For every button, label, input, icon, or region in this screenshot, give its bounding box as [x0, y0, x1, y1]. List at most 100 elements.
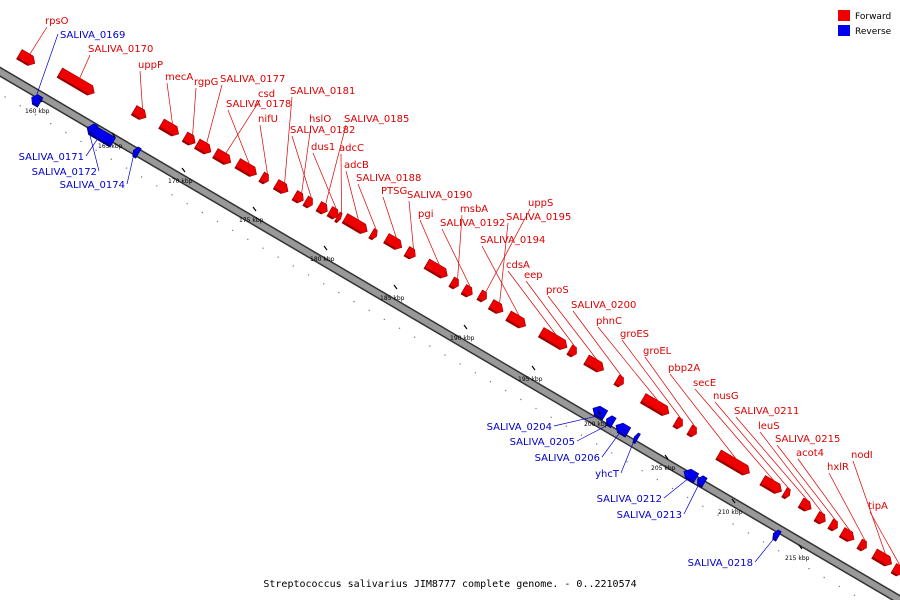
gene-saliva-0194-label: SALIVA_0194	[480, 235, 545, 246]
gene-sece-leader	[694, 388, 775, 482]
gene-acot4-feature-shape	[838, 527, 855, 542]
gene-nusg-feature	[781, 487, 791, 500]
minor-tick-dot	[535, 407, 537, 410]
gene-saliva-0190-feature-shape	[403, 246, 416, 260]
gene-saliva-0172-leader	[89, 133, 100, 172]
gene-groel-feature-shape	[686, 424, 697, 438]
gene-saliva-0195-feature-shade	[488, 307, 497, 314]
gene-saliva-0182-feature-shade	[302, 203, 308, 208]
tick-210kbp-mark	[731, 498, 736, 504]
tick-200kbp-mark	[597, 410, 602, 416]
gene-leus-leader	[759, 431, 824, 515]
tick-195kbp-mark	[531, 365, 536, 371]
gene-eep-feature-shade	[566, 352, 572, 357]
gene-nifu-feature	[258, 171, 269, 185]
gene-phnc-feature-shade	[640, 401, 663, 416]
gene-saliva-0188-feature-shape	[368, 228, 378, 241]
gene-saliva-0213-feature	[697, 475, 708, 489]
tick-160kbp-mark	[38, 97, 43, 103]
gene-phnc-leader	[597, 326, 659, 402]
gene-meca-leader	[166, 82, 173, 125]
gene-nodi-feature	[871, 548, 893, 567]
gene-saliva-0192-feature-shape	[460, 284, 473, 298]
gene-saliva-0177-feature-shade	[194, 146, 205, 155]
gene-pgi-feature-shade	[423, 266, 442, 279]
gene-saliva-0185-leader	[325, 124, 347, 205]
gene-saliva-0178-feature-shade	[234, 166, 251, 177]
gene-pgi-label: pgi	[418, 209, 433, 220]
minor-tick-dot	[611, 452, 613, 454]
gene-saliva-0206-feature-shade	[617, 430, 627, 438]
gene-saliva-0174-leader	[126, 156, 134, 185]
gene-saliva-0218-feature-shade	[772, 537, 777, 542]
gene-csd-label: csd	[258, 89, 275, 100]
gene-saliva-0188-leader	[357, 183, 377, 231]
gene-pbp2a-label: pbp2A	[668, 363, 700, 374]
tick-180kbp-label: 180 kbp	[310, 256, 335, 263]
gene-rpso-leader	[29, 26, 48, 55]
gene-upps-feature-shape	[476, 289, 487, 303]
gene-rgpg-label: rgpG	[194, 77, 218, 88]
gene-acot4-label: acot4	[796, 448, 824, 459]
gene-saliva-0211-feature-shade	[798, 505, 806, 512]
gene-upps-feature-shade	[476, 297, 482, 302]
gene-saliva-0174-label: SALIVA_0174	[60, 180, 125, 191]
minor-tick-dot	[80, 140, 82, 143]
minor-tick-dot	[595, 443, 598, 445]
gene-saliva-0192-label: SALIVA_0192	[440, 218, 505, 229]
gene-uppp-feature-shade	[131, 113, 140, 120]
gene-saliva-0200-feature-shape	[613, 374, 624, 388]
gene-csd-feature-shade	[212, 156, 225, 165]
gene-leus-label: leuS	[758, 421, 780, 432]
gene-saliva-0177-label: SALIVA_0177	[220, 74, 285, 85]
gene-saliva-0194-feature-shade	[505, 318, 520, 329]
gene-hslo-feature-shade	[291, 198, 299, 204]
gene-saliva-0188-label: SALIVA_0188	[356, 173, 421, 184]
gene-saliva-0200-label: SALIVA_0200	[571, 300, 636, 311]
gene-dus1-label: dus1	[311, 142, 335, 153]
minor-tick-dot	[140, 176, 143, 178]
gene-saliva-0188-feature	[368, 228, 378, 241]
gene-leus-feature-shade	[813, 519, 821, 525]
minor-tick-dot	[368, 309, 370, 312]
gene-saliva-0169-leader	[33, 33, 59, 105]
gene-saliva-0195-leader	[499, 222, 509, 304]
gene-saliva-0192-leader	[441, 228, 471, 288]
tick-200kbp-label: 200 kbp	[584, 421, 609, 428]
minor-tick-dot	[520, 398, 522, 401]
gene-rgpg-feature-shape	[181, 131, 196, 146]
gene-pbp2a-feature-shape	[715, 449, 750, 476]
gene-saliva-0206-leader	[601, 433, 620, 458]
minor-tick-dot	[444, 354, 446, 356]
gene-ptsg-label: PTSG	[381, 186, 407, 197]
gene-nusg-feature-shade	[781, 495, 786, 499]
gene-cdsa-leader	[507, 270, 557, 336]
gene-saliva-0213-label: SALIVA_0213	[617, 510, 682, 521]
gene-pbp2a-feature-shade	[715, 457, 744, 476]
gene-saliva-0204-feature-shade	[594, 413, 604, 421]
gene-adcc-label: adcC	[339, 143, 364, 154]
gene-saliva-0190-leader	[408, 200, 414, 250]
gene-saliva-0212-feature-shade	[685, 476, 695, 484]
gene-saliva-0169-label: SALIVA_0169	[60, 30, 125, 41]
gene-saliva-0212-feature	[683, 468, 700, 484]
gene-yhct-feature	[632, 432, 641, 445]
gene-ptsg-feature-shade	[383, 241, 396, 250]
gene-dus1-feature	[326, 206, 339, 220]
tick-170kbp-label: 170 kbp	[168, 178, 193, 185]
gene-saliva-0171-label: SALIVA_0171	[19, 152, 84, 163]
gene-phnc-feature	[639, 393, 670, 416]
gene-saliva-0182-feature	[302, 195, 313, 209]
gene-hslo-label: hslO	[309, 114, 331, 125]
tick-165kbp-label: 165 kbp	[98, 143, 123, 150]
gene-saliva-0204-label: SALIVA_0204	[487, 422, 552, 433]
gene-saliva-0194-feature	[505, 310, 527, 329]
gene-phnc-label: phnC	[596, 316, 622, 327]
gene-hxlr-leader	[828, 472, 866, 542]
gene-cdsa-feature	[537, 327, 568, 350]
gene-adcc-leader	[340, 153, 342, 214]
minor-tick-dot	[853, 594, 856, 596]
gene-sece-feature-shade	[759, 483, 776, 494]
minor-tick-dot	[413, 336, 416, 338]
